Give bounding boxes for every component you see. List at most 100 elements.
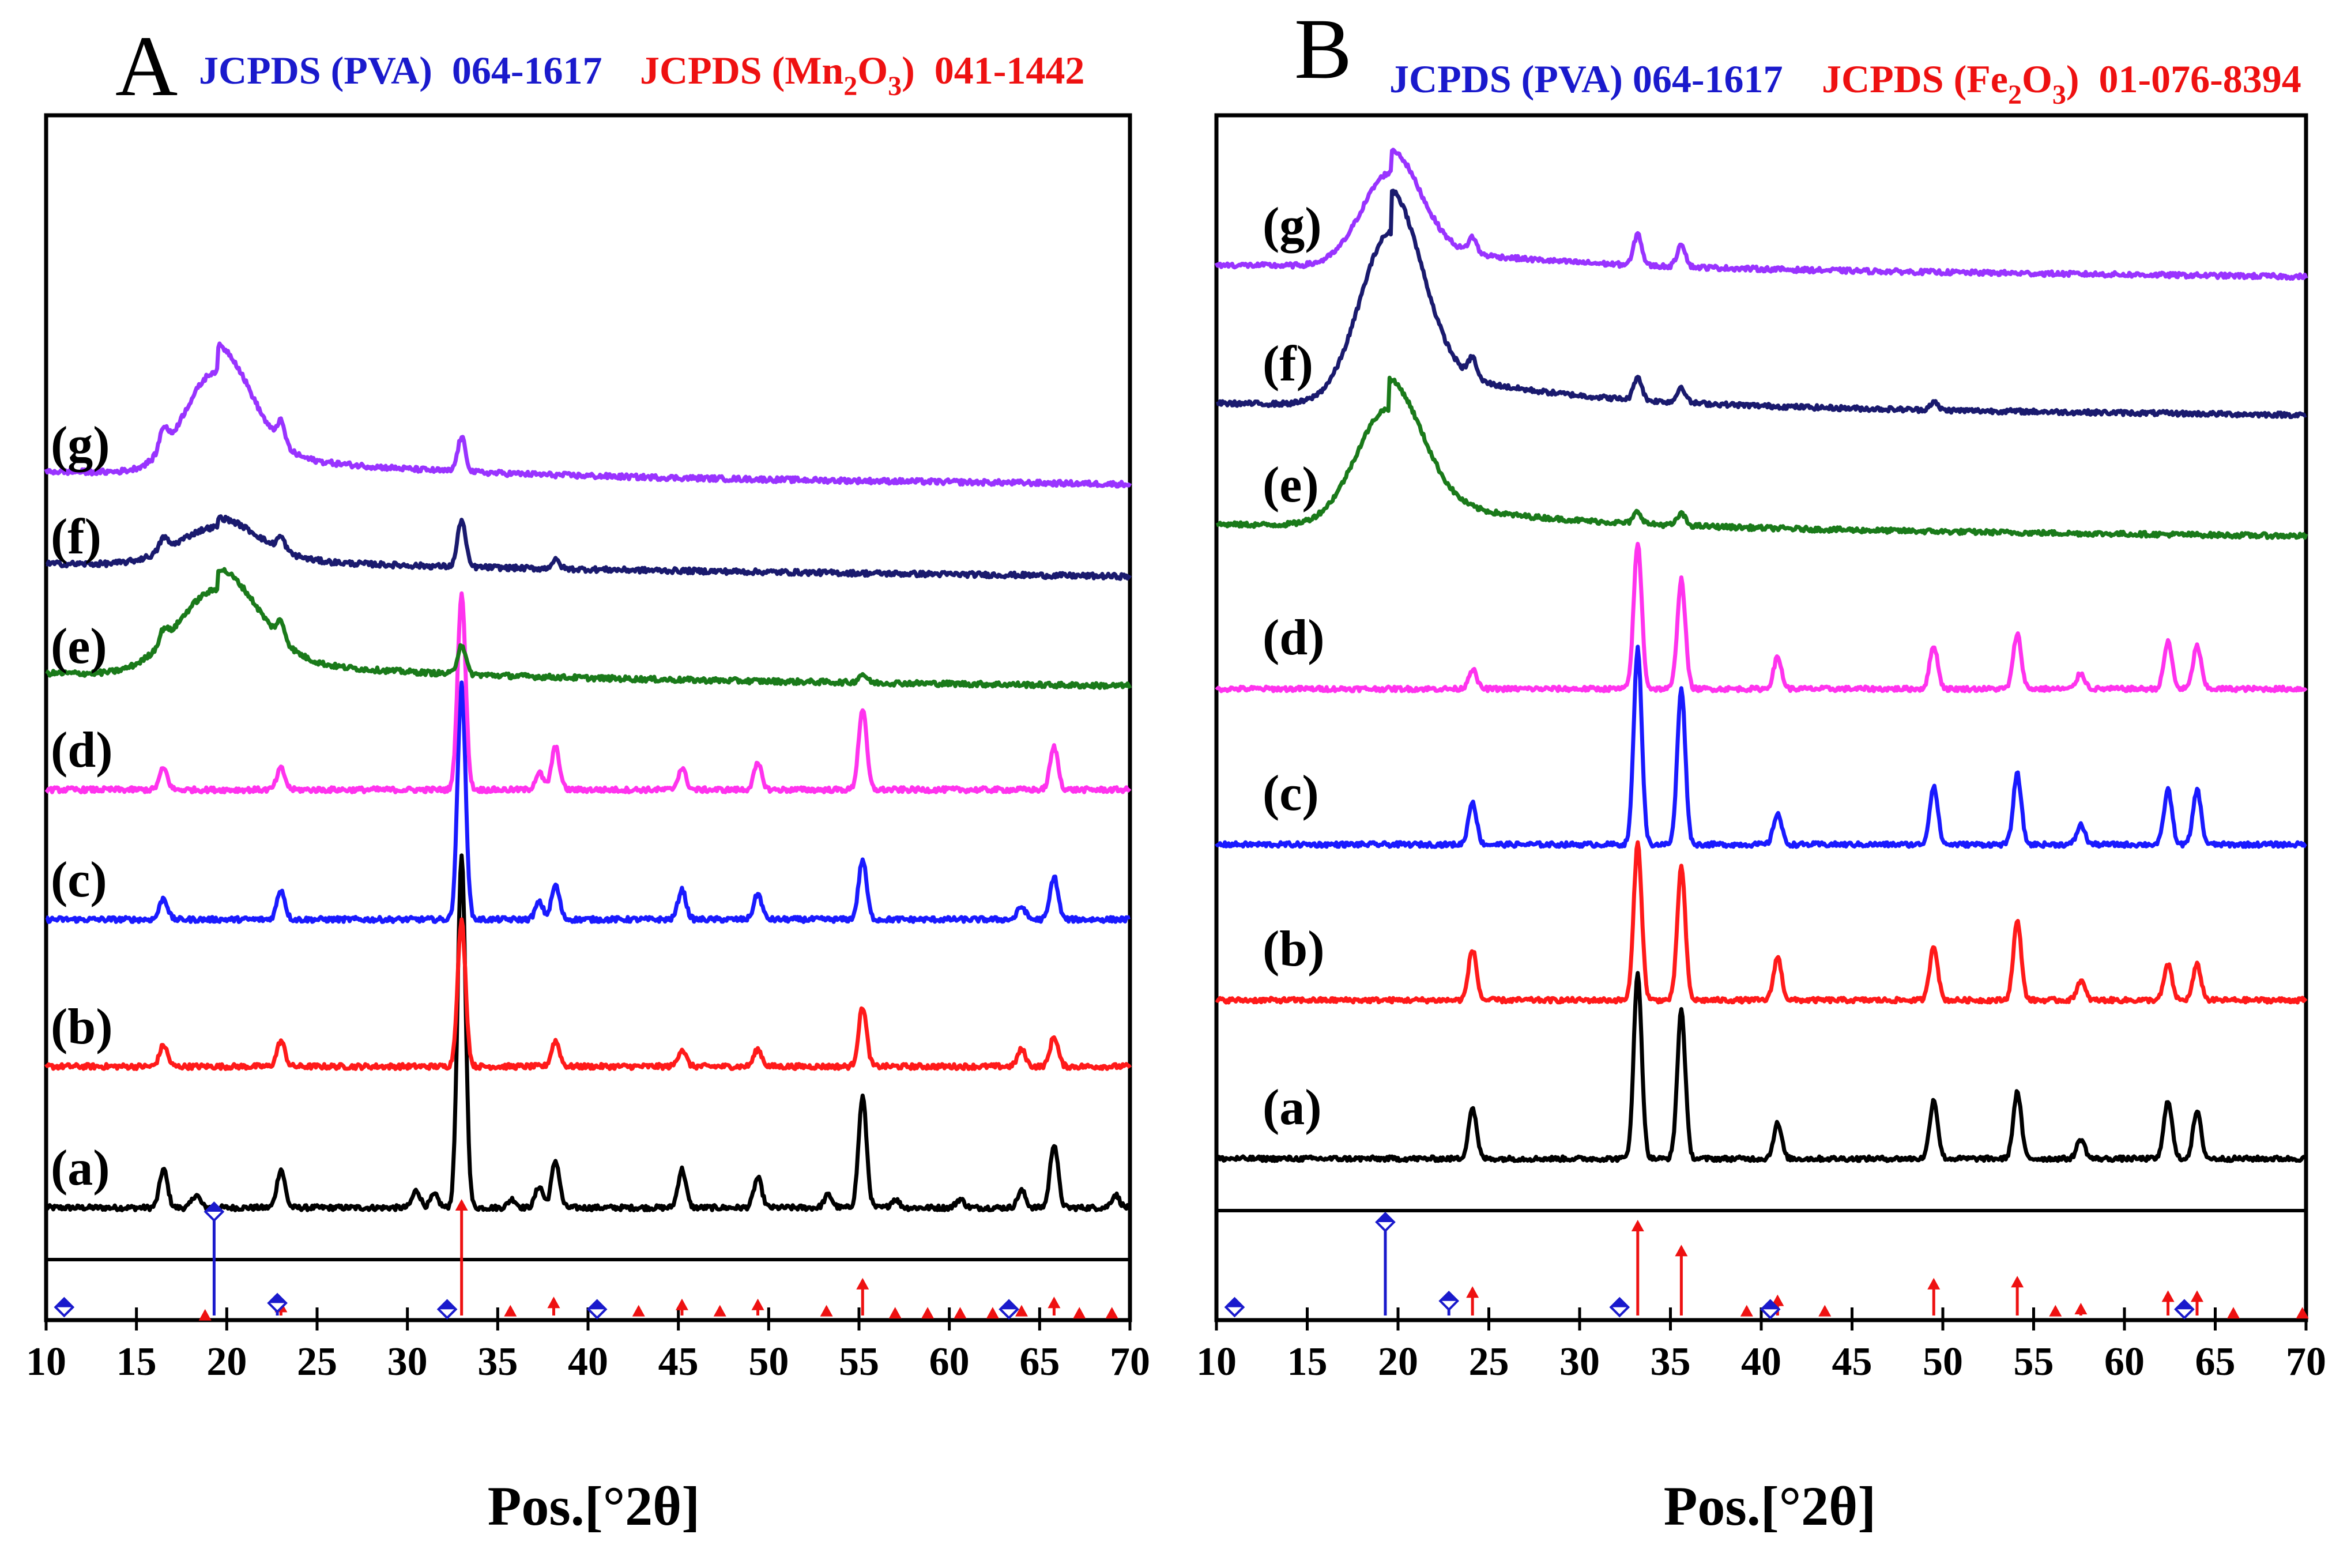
ref-marker-oxide — [504, 1305, 517, 1317]
x-tick-label: 65 — [2195, 1340, 2236, 1384]
ref-marker-oxide — [1048, 1296, 1061, 1309]
trace-label-a: (a) — [1263, 1080, 1322, 1136]
ref-marker-pva-fill — [1611, 1298, 1629, 1307]
panel-a-x-axis-title: Pos.[°2θ] — [488, 1475, 700, 1537]
panel-b-x-axis-title: Pos.[°2θ] — [1664, 1475, 1876, 1537]
xrd-trace-f — [1215, 189, 2307, 419]
panel-letter-b: B — [1294, 1, 1352, 97]
ref-marker-oxide — [1631, 1220, 1644, 1231]
ref-marker-oxide — [1675, 1245, 1688, 1257]
xrd-trace-d — [44, 591, 1132, 794]
ref-marker-oxide — [1740, 1305, 1753, 1317]
panel-b-reference-pva: JCPDS (PVA) 064-1617 — [1389, 57, 1783, 101]
xrd-trace-a — [1215, 971, 2308, 1163]
x-tick-label: 35 — [477, 1340, 518, 1384]
ref-marker-oxide — [2049, 1305, 2062, 1317]
trace-label-g: (g) — [51, 417, 110, 473]
x-tick-label: 40 — [568, 1340, 608, 1384]
ref-marker-pva-fill — [55, 1298, 73, 1307]
ref-marker-oxide — [1818, 1305, 1832, 1317]
ref-marker-oxide — [2074, 1303, 2088, 1314]
trace-label-c: (c) — [51, 852, 107, 908]
xrd-trace-b — [44, 917, 1132, 1071]
ref-marker-oxide — [820, 1305, 833, 1317]
x-tick-label: 55 — [2014, 1340, 2054, 1384]
x-tick-label: 70 — [1110, 1340, 1150, 1384]
ref-marker-oxide — [2161, 1290, 2175, 1302]
x-tick-label: 50 — [1923, 1340, 1963, 1384]
x-tick-label: 30 — [387, 1340, 428, 1384]
panel-a-reference-oxide: JCPDS (Mn2O3) 041-1442 — [640, 48, 1084, 101]
x-tick-label: 60 — [929, 1340, 970, 1384]
xrd-trace-e — [45, 567, 1132, 690]
trace-label-f: (f) — [51, 509, 101, 565]
xrd-trace-c — [45, 680, 1131, 924]
x-tick-label: 15 — [116, 1340, 157, 1384]
ref-marker-oxide — [455, 1199, 468, 1211]
panel-a-reference-pva: JCPDS (PVA) 064-1617 — [199, 48, 602, 92]
ref-marker-pva-fill — [269, 1294, 287, 1303]
xrd-trace-f — [45, 514, 1132, 581]
x-tick-label: 15 — [1287, 1340, 1328, 1384]
ref-marker-pva-fill — [1440, 1292, 1458, 1301]
ref-marker-oxide — [198, 1309, 212, 1321]
panel-a-plot: 10 15 20 25 30 35 40 45 50 55 60 65 70 (a) (b) (c) (d) (e… — [26, 113, 1150, 1384]
ref-marker-oxide — [954, 1307, 967, 1319]
x-tick-label: 65 — [1019, 1340, 1060, 1384]
x-tick-label: 60 — [2104, 1340, 2145, 1384]
trace-label-b: (b) — [1263, 921, 1325, 977]
trace-label-e: (e) — [51, 619, 107, 674]
ref-marker-oxide — [751, 1298, 764, 1310]
ref-marker-pva-fill — [1226, 1298, 1244, 1307]
x-tick-label: 40 — [1741, 1340, 1781, 1384]
ref-marker-oxide — [1105, 1307, 1118, 1319]
ref-marker-pva-fill — [588, 1301, 606, 1310]
ref-marker-oxide — [632, 1305, 645, 1317]
trace-label-g: (g) — [1263, 198, 1322, 254]
ref-marker-pva-fill — [1376, 1213, 1394, 1222]
x-tick-label: 10 — [26, 1340, 66, 1384]
x-tick-label: 45 — [658, 1340, 699, 1384]
trace-label-c: (c) — [1263, 766, 1319, 821]
ref-marker-oxide — [856, 1277, 869, 1290]
xrd-trace-g — [44, 341, 1132, 489]
x-tick-label: 70 — [2286, 1340, 2326, 1384]
ref-marker-oxide — [1015, 1305, 1028, 1317]
ref-marker-oxide — [1466, 1286, 1479, 1298]
x-tick-label: 20 — [206, 1340, 247, 1384]
xrd-trace-a — [44, 853, 1132, 1212]
x-tick-label: 45 — [1832, 1340, 1872, 1384]
xrd-trace-e — [1215, 375, 2308, 540]
ref-marker-oxide — [2011, 1276, 2024, 1288]
trace-label-d: (d) — [1263, 610, 1325, 666]
x-tick-label: 55 — [839, 1340, 879, 1384]
panel-letter-a: A — [115, 18, 178, 114]
plot-frame — [44, 113, 1132, 1322]
xrd-trace-g — [1214, 148, 2308, 281]
trace-label-b: (b) — [51, 999, 113, 1055]
x-tick-label: 35 — [1651, 1340, 1691, 1384]
ref-marker-oxide — [986, 1307, 999, 1319]
ref-marker-oxide — [547, 1296, 560, 1309]
ref-marker-pva-fill — [205, 1203, 223, 1212]
ref-marker-oxide — [888, 1307, 902, 1319]
trace-label-e: (e) — [1263, 457, 1319, 513]
x-tick-label: 30 — [1559, 1340, 1600, 1384]
ref-marker-pva-fill — [1000, 1301, 1018, 1310]
xrd-trace-c — [1215, 644, 2307, 849]
ref-marker-pva-fill — [2175, 1301, 2193, 1310]
ref-marker-oxide — [1073, 1307, 1086, 1319]
trace-label-a: (a) — [51, 1140, 110, 1196]
ref-marker-pva-fill — [438, 1301, 456, 1310]
ref-marker-oxide — [2191, 1290, 2203, 1302]
xrd-trace-d — [1215, 541, 2308, 693]
x-tick-label: 20 — [1378, 1340, 1418, 1384]
x-tick-label: 25 — [1469, 1340, 1509, 1384]
ref-marker-oxide — [1927, 1277, 1941, 1290]
ref-marker-oxide — [675, 1298, 688, 1310]
xrd-trace-b — [1215, 840, 2308, 1005]
ref-marker-pva-fill — [1761, 1301, 1779, 1310]
panel-b-reference-oxide: JCPDS (Fe2O3) 01-076-8394 — [1822, 57, 2301, 110]
x-tick-label: 50 — [748, 1340, 789, 1384]
